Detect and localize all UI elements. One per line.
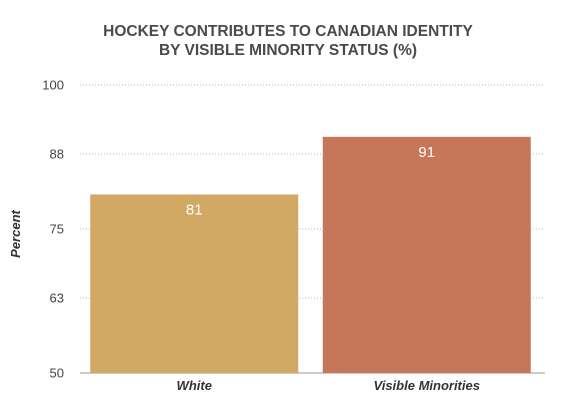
y-axis-ticks: 50 63 75 88 100 bbox=[42, 78, 64, 381]
data-label: 91 bbox=[418, 144, 435, 161]
y-tick-label: 88 bbox=[50, 147, 64, 162]
chart-title: HOCKEY CONTRIBUTES TO CANADIAN IDENTITY … bbox=[0, 22, 576, 60]
y-tick-label: 63 bbox=[50, 291, 64, 306]
chart-title-line-2: BY VISIBLE MINORITY STATUS (%) bbox=[158, 42, 418, 59]
data-label: 81 bbox=[186, 201, 203, 218]
x-category-label: White bbox=[177, 378, 212, 393]
y-tick-label: 50 bbox=[50, 366, 64, 381]
y-tick-label: 75 bbox=[50, 222, 64, 237]
y-axis-label: Percent bbox=[8, 209, 23, 257]
x-axis-categories: White Visible Minorities bbox=[177, 378, 480, 393]
bar-visible-minorities bbox=[322, 136, 531, 373]
bar-white bbox=[90, 194, 299, 373]
chart-title-line-1: HOCKEY CONTRIBUTES TO CANADIAN IDENTITY bbox=[103, 23, 473, 40]
x-category-label: Visible Minorities bbox=[374, 378, 480, 393]
y-tick-label: 100 bbox=[42, 78, 64, 93]
bars: 81 91 bbox=[90, 136, 531, 373]
